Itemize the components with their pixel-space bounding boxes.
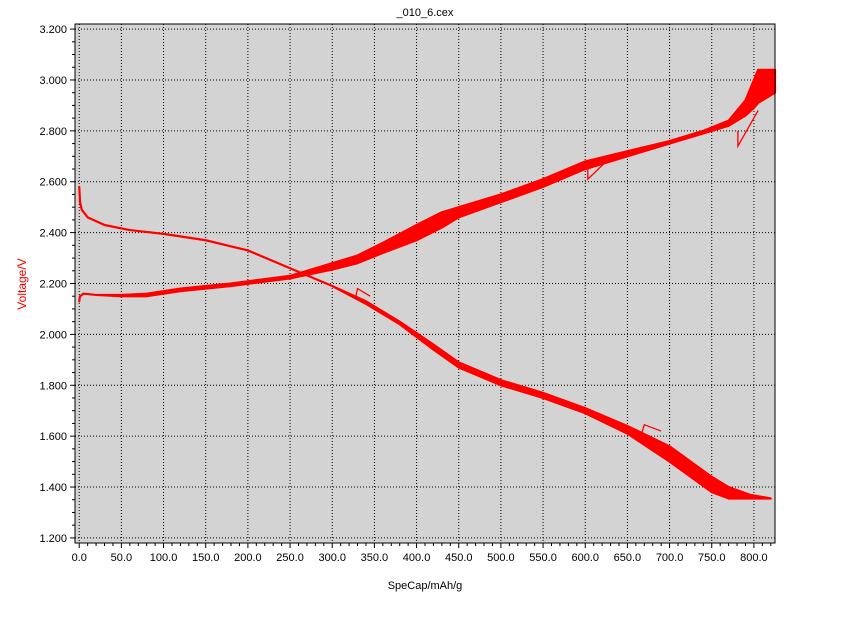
y-tick-label: 2.000 bbox=[39, 329, 67, 341]
x-tick-label: 450.0 bbox=[445, 552, 473, 564]
x-tick-label: 550.0 bbox=[529, 552, 557, 564]
x-tick-label: 500.0 bbox=[487, 552, 515, 564]
series-1-spike bbox=[355, 287, 371, 297]
y-tick-label: 1.400 bbox=[39, 482, 67, 494]
gridlines bbox=[75, 24, 775, 543]
x-tick-label: 0.0 bbox=[72, 552, 87, 564]
x-tick-label: 150.0 bbox=[192, 552, 220, 564]
y-tick-label: 1.200 bbox=[39, 533, 67, 545]
series-2-spike bbox=[587, 160, 607, 181]
x-tick-label: 650.0 bbox=[614, 552, 642, 564]
plot-area bbox=[75, 24, 775, 543]
chart-title: _010_6.cex bbox=[396, 7, 454, 19]
y-tick-label: 3.200 bbox=[39, 24, 67, 36]
series-1-spike bbox=[640, 423, 662, 437]
x-tick-label: 100.0 bbox=[150, 552, 178, 564]
x-tick-label: 600.0 bbox=[571, 552, 599, 564]
x-tick-label: 300.0 bbox=[318, 552, 346, 564]
y-tick-label: 2.800 bbox=[39, 126, 67, 138]
axes: 0.0 50.0 100.0 150.0 200.0 250.0 300.0 350.0 400… bbox=[39, 24, 772, 564]
x-tick-label: 200.0 bbox=[234, 552, 262, 564]
series-1-band bbox=[78, 185, 772, 500]
x-tick-label: 750.0 bbox=[698, 552, 726, 564]
x-tick-label: 700.0 bbox=[656, 552, 684, 564]
y-tick-label: 2.600 bbox=[39, 177, 67, 189]
y-tick-label: 2.200 bbox=[39, 279, 67, 291]
x-tick-label: 400.0 bbox=[403, 552, 431, 564]
x-tick-label: 800.0 bbox=[740, 552, 768, 564]
y-tick-label: 1.600 bbox=[39, 431, 67, 443]
x-tick-label: 50.0 bbox=[111, 552, 132, 564]
y-tick-label: 2.400 bbox=[39, 228, 67, 240]
series-2-spike bbox=[737, 110, 759, 149]
y-tick-label: 3.000 bbox=[39, 75, 67, 87]
x-tick-label: 250.0 bbox=[276, 552, 304, 564]
y-axis-label: Voltage/V bbox=[15, 258, 29, 309]
y-tick-label: 1.800 bbox=[39, 380, 67, 392]
x-axis-label: SpeCap/mAh/g bbox=[388, 580, 463, 592]
x-tick-label: 350.0 bbox=[361, 552, 389, 564]
